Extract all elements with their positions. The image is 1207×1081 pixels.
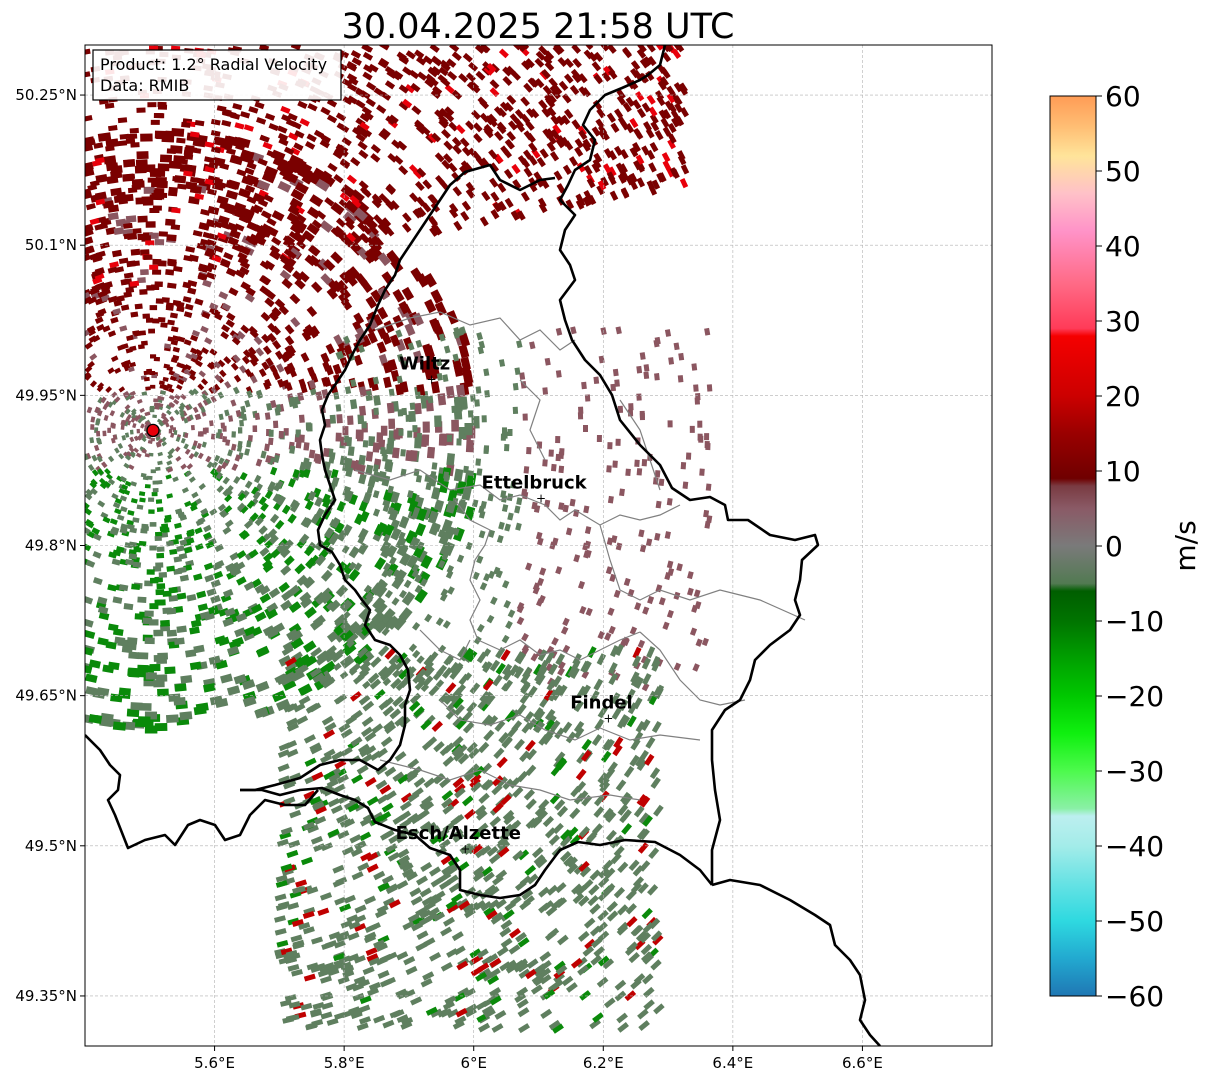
radar-site-marker [146, 423, 160, 438]
colorbar-tick-label: 40 [1105, 230, 1141, 263]
colorbar-tick-label: 60 [1105, 80, 1141, 113]
city-label: Esch/Alzette [396, 823, 521, 844]
gridlines [85, 45, 992, 1046]
colorbar-tick-label: −40 [1105, 830, 1164, 863]
product-label: Product: 1.2° Radial Velocity [100, 55, 327, 74]
colorbar-tick-label: 0 [1105, 530, 1123, 563]
colorbar-label: m/s [1169, 520, 1202, 571]
national-borders [85, 45, 881, 1046]
colorbar-ticks: 60 50 40 30 20 10 0 −10 −20 −30 −40 −50 −60 [1096, 80, 1164, 1013]
colorbar-scale [1049, 95, 1097, 997]
city-label: Findel [570, 693, 633, 714]
x-tick-label: 5.6°E [194, 1054, 235, 1072]
colorbar-tick-label: −60 [1105, 980, 1164, 1013]
y-tick-label: 49.65°N [15, 687, 77, 705]
info-box-frame [92, 49, 342, 101]
city-marker: + [460, 842, 470, 856]
city-marker: + [603, 712, 613, 726]
colorbar: 60 50 40 30 20 10 0 −10 −20 −30 −40 −50 −60 m/s [1049, 80, 1202, 1013]
x-tick-label: 5.8°E [324, 1054, 365, 1072]
y-tick-label: 49.95°N [15, 386, 77, 404]
x-tick-label: 6.4°E [712, 1054, 753, 1072]
colorbar-tick-label: 20 [1105, 380, 1141, 413]
y-tick-label: 50.1°N [25, 236, 77, 254]
city-marker: + [536, 491, 546, 505]
city-label: Ettelbruck [482, 472, 588, 493]
colorbar-tick-label: 50 [1105, 155, 1141, 188]
x-tick-label: 6°E [460, 1054, 487, 1072]
colorbar-tick-label: −10 [1105, 605, 1164, 638]
city-label: Wiltz [399, 353, 450, 374]
city-labels: +Wiltz+Ettelbruck+Findel+Esch/Alzette [396, 353, 633, 855]
y-tick-label: 49.35°N [15, 987, 77, 1005]
y-tick-label: 49.8°N [25, 537, 77, 555]
city-marker: + [427, 372, 437, 386]
x-tick-label: 6.2°E [583, 1054, 624, 1072]
data-source-label: Data: RMIB [100, 76, 189, 95]
colorbar-tick-label: −30 [1105, 755, 1164, 788]
canton-boundaries [354, 311, 806, 801]
axis-ticks: 5.6°E 5.8°E 6°E 6.2°E 6.4°E 6.6°E 50.25°N 50.1°… [15, 86, 883, 1072]
map-title: 30.04.2025 21:58 UTC [342, 7, 735, 47]
colorbar-tick-label: 30 [1105, 305, 1141, 338]
colorbar-tick-label: −50 [1105, 905, 1164, 938]
y-tick-label: 50.25°N [15, 86, 77, 104]
y-tick-label: 49.5°N [25, 837, 77, 855]
colorbar-tick-label: 10 [1105, 455, 1141, 488]
x-tick-label: 6.6°E [842, 1054, 883, 1072]
colorbar-tick-label: −20 [1105, 680, 1164, 713]
info-box: Product: 1.2° Radial Velocity Data: RMIB [92, 49, 342, 101]
map-panel: +Wiltz+Ettelbruck+Findel+Esch/Alzette Pr… [15, 44, 993, 1072]
